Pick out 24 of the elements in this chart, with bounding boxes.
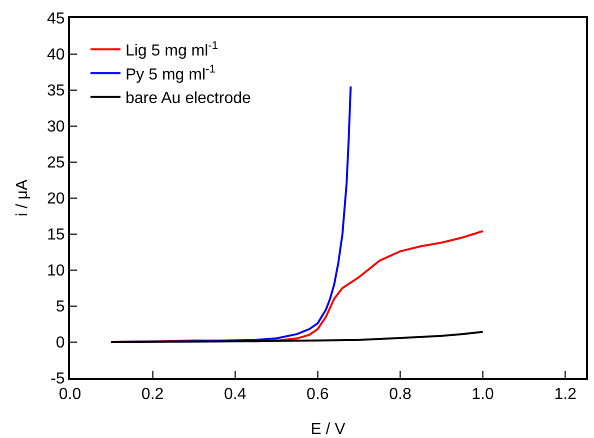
- legend-label: Lig 5 mg ml$^{-1}$: [125, 40, 218, 60]
- legend-label: bare Au electrode: [125, 90, 252, 108]
- x-tick-label: 0.2: [141, 386, 164, 404]
- line-series: [110, 330, 484, 343]
- y-tick-label: 0: [56, 334, 65, 352]
- x-tick-label: 1.2: [554, 386, 577, 404]
- x-tick-label: 0.8: [389, 386, 412, 404]
- x-tick-label: 0.6: [306, 386, 329, 404]
- y-tick-label: 30: [47, 118, 65, 136]
- x-tick-label: 1.0: [472, 386, 494, 404]
- legend-label: Py 5 mg ml$^{-1}$: [125, 64, 216, 84]
- y-tick-label: 5: [56, 298, 65, 316]
- x-axis-title: E / V: [310, 421, 346, 438]
- x-tick-label: 0.4: [224, 386, 246, 404]
- y-tick-label: 15: [47, 226, 65, 244]
- y-tick-label: 10: [47, 262, 65, 280]
- y-tick-label: 40: [47, 46, 65, 64]
- y-tick-label: 35: [47, 82, 65, 100]
- y-tick-label: 20: [47, 190, 65, 208]
- y-axis-title: i / μA: [14, 179, 31, 216]
- y-tick-label: 25: [47, 154, 65, 172]
- x-tick-label: 0.0: [58, 386, 82, 404]
- y-tick-label: 45: [47, 10, 65, 28]
- y-tick-label: -5: [50, 370, 65, 388]
